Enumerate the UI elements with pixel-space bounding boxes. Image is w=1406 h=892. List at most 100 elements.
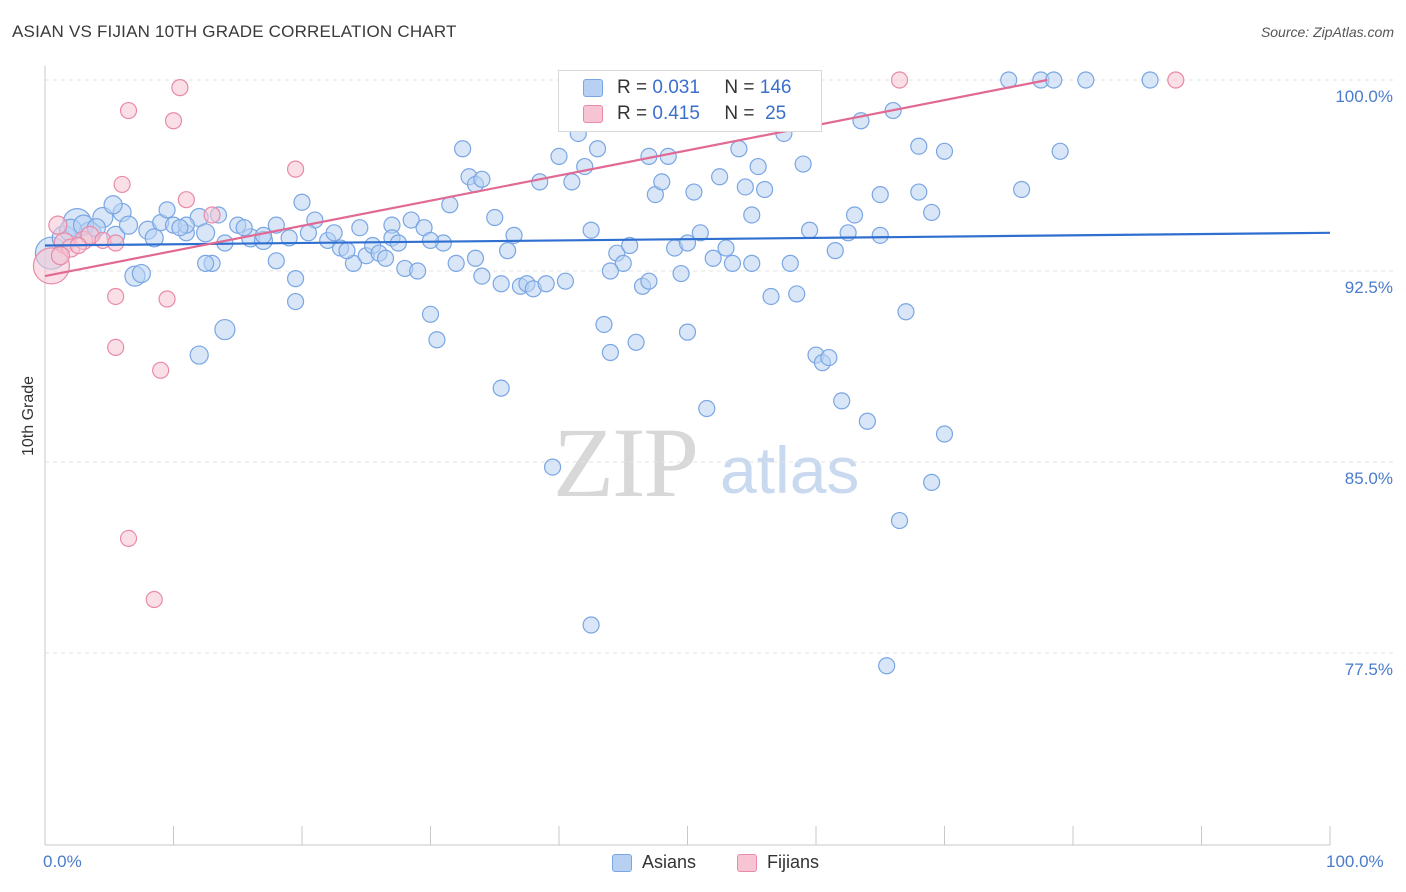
asians-point [144, 228, 164, 248]
asians-point [1045, 71, 1063, 89]
asians-point [588, 140, 607, 158]
asians-point [466, 249, 485, 267]
legend-item-fijians[interactable]: Fijians [737, 852, 819, 873]
asians-point [601, 262, 620, 280]
fijians-point [145, 590, 163, 609]
asians-point [447, 254, 465, 272]
asians-point [723, 254, 742, 272]
fijians-trend-line [44, 78, 1048, 278]
asians-point [601, 343, 620, 362]
asians-point [563, 173, 581, 191]
asians-point [730, 140, 748, 158]
n-value: 146 [759, 77, 792, 98]
asians-point [781, 254, 799, 272]
asians-point [556, 272, 575, 290]
asians-point [858, 412, 877, 430]
asians-point [820, 348, 838, 367]
asians-point [743, 206, 761, 224]
asians-point [189, 345, 209, 365]
fijians-point [107, 234, 125, 252]
asians-point [871, 226, 889, 244]
series-asians [34, 71, 1159, 675]
fijians-point [48, 215, 68, 235]
asians-point [280, 229, 298, 247]
asians-point [614, 254, 632, 272]
asians-point [473, 170, 491, 188]
fijians-point [113, 175, 131, 194]
asians-point [698, 399, 716, 418]
asians-point [704, 249, 722, 267]
y-tick-label: 100.0% [1335, 87, 1393, 106]
watermark-zip: ZIP [553, 407, 699, 518]
asians-point [505, 226, 523, 244]
asians-point [131, 263, 151, 284]
asians-point [454, 140, 472, 158]
fijians-point [107, 287, 125, 306]
n-label: N = [724, 77, 755, 98]
asians-point [833, 392, 851, 410]
fijians-point [1167, 71, 1185, 89]
asians-point [762, 287, 780, 306]
asians-point [171, 219, 189, 237]
asians-point [499, 242, 517, 260]
asians-point [717, 239, 735, 257]
watermark-atlas: atlas [720, 433, 860, 507]
asians-point [103, 195, 123, 215]
r-label: R = [617, 103, 648, 124]
asians-point [293, 193, 311, 211]
fijians-point [164, 112, 183, 130]
asians-point [421, 231, 440, 250]
asians-point [871, 186, 889, 204]
asians-point [428, 331, 446, 349]
asians-point [910, 183, 928, 201]
asians-point [118, 215, 139, 235]
n-label: N = [724, 103, 755, 124]
asians-point [691, 224, 709, 242]
asians-point [402, 211, 420, 229]
asians-point [492, 379, 510, 397]
series-fijians [32, 71, 1185, 609]
asians-point [582, 616, 600, 634]
asians-point [196, 223, 216, 243]
asians-point [537, 275, 555, 293]
asians-point [640, 272, 658, 290]
legend-item-asians[interactable]: Asians [612, 852, 696, 873]
asians-point [621, 236, 639, 255]
asians-point [531, 173, 549, 191]
asians-point [845, 206, 864, 224]
asians-point [678, 323, 697, 341]
fijians-legend-label: Fijians [767, 852, 820, 872]
fijians-point [50, 246, 71, 266]
legend-row-asians: R = 0.031 N = 146 [583, 76, 791, 100]
asians-point [582, 221, 600, 239]
asians-point [550, 147, 568, 165]
r-value: 0.415 [652, 103, 700, 124]
asians-point [441, 196, 459, 214]
asians-point [659, 147, 677, 165]
asians-swatch [583, 79, 603, 97]
asians-point [711, 168, 729, 186]
asians-point [935, 425, 954, 443]
fijians-legend-swatch [737, 853, 757, 872]
asians-point [1051, 142, 1069, 160]
y-tick-label: 92.5% [1344, 278, 1393, 297]
asians-legend-swatch [612, 853, 632, 872]
asians-point [743, 254, 761, 272]
fijians-point [286, 160, 305, 178]
asians-point [1077, 71, 1095, 89]
asians-point [409, 262, 427, 280]
asians-point [197, 254, 215, 272]
asians-point [678, 234, 697, 252]
asians-point [286, 292, 305, 311]
asians-legend-label: Asians [642, 852, 697, 872]
asians-point [910, 137, 928, 155]
fijians-point [119, 529, 138, 548]
asians-point [794, 155, 812, 173]
asians-point [486, 208, 504, 227]
asians-point [299, 224, 318, 242]
chart-title: ASIAN VS FIJIAN 10TH GRADE CORRELATION C… [12, 22, 457, 41]
asians-point [338, 242, 356, 260]
asians-point [286, 270, 305, 288]
asians-trend-line [44, 231, 1331, 247]
